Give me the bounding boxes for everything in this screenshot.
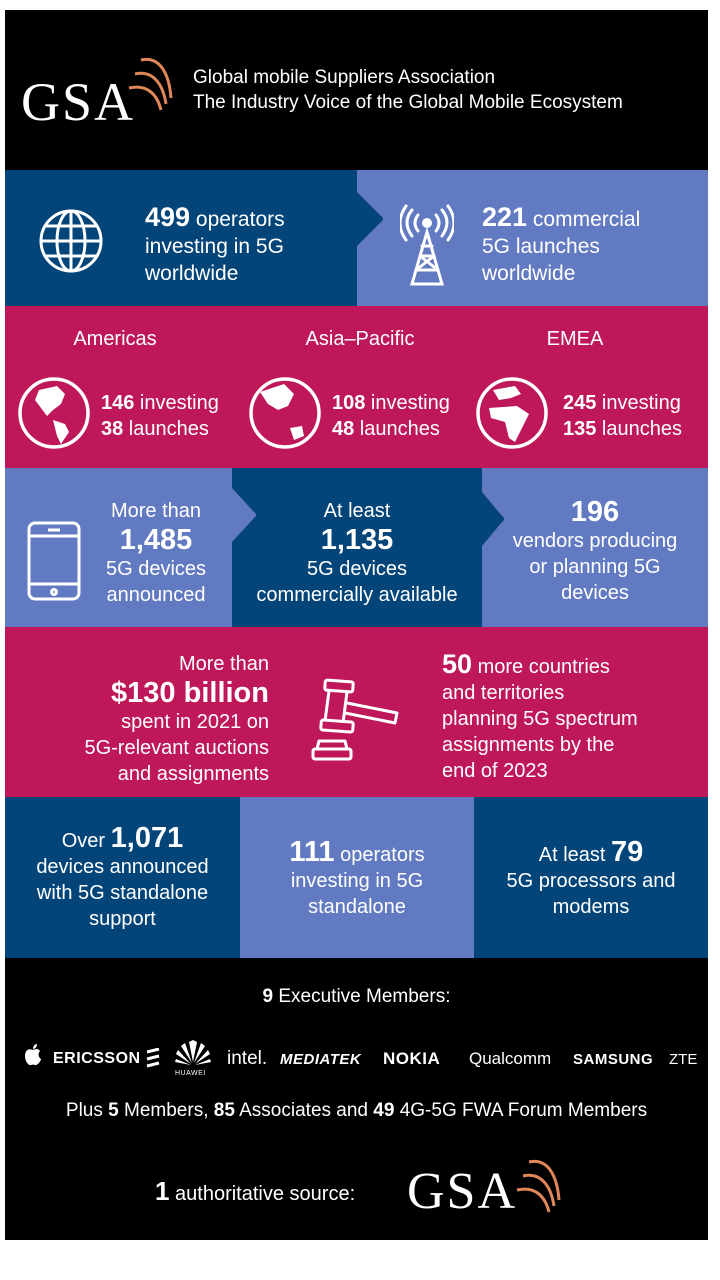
huawei-logo-icon [175, 1040, 211, 1065]
regions-section: Americas 146 investing 38 launches Asia–… [5, 306, 708, 468]
header: GSA Global mobile Suppliers Association … [5, 10, 708, 170]
globe-asia-pacific-icon [249, 377, 321, 449]
arrow-divider [357, 192, 383, 246]
globe-americas-icon [18, 377, 90, 449]
ericsson-mark-icon [146, 1048, 160, 1068]
signal-arcs-icon [516, 1159, 561, 1213]
gavel-icon [311, 678, 399, 761]
executive-members-heading: 9 Executive Members: [262, 986, 451, 1007]
authoritative-source: 1 authoritative source: [155, 1176, 356, 1206]
countries-stat: 50 more countries and territories planni… [442, 649, 638, 783]
standalone-section: Over 1,071 devices announced with 5G sta… [5, 797, 708, 958]
brand-zte: ZTE [669, 1051, 698, 1068]
brand-mediatek: MEDIATEK [280, 1051, 362, 1068]
launches-stat: 221 commercial 5G launches worldwide [482, 202, 641, 286]
devices-section: More than 1,485 5G devices announced At … [5, 468, 708, 627]
infographic: GSA Global mobile Suppliers Association … [5, 10, 708, 1240]
arrow-divider [232, 488, 256, 542]
globe-emea-icon [476, 377, 548, 449]
gsa-logo: GSA [19, 57, 173, 132]
globe-grid-icon [39, 209, 103, 273]
brand-huawei: HUAWEI [175, 1070, 206, 1077]
smartphone-icon [27, 521, 81, 601]
region-asia-pacific: Asia–Pacific 108 investing 48 launches [240, 306, 475, 468]
cell-tower-icon [400, 204, 454, 286]
sa-operators-stat: 111 operators investing in 5G standalone [289, 836, 425, 919]
members-section: 9 Executive Members: [5, 958, 708, 1240]
brand-intel: intel. [227, 1048, 268, 1069]
devices-available-stat: At least 1,135 5G devices commercially a… [256, 500, 458, 606]
signal-arcs-icon [128, 57, 173, 111]
operators-stat: 499 operators investing in 5G worldwide [145, 202, 285, 286]
gsa-footer-logo: GSA [407, 1150, 577, 1230]
arrow-divider [482, 492, 504, 546]
auctions-stat: More than $130 billion spent in 2021 on … [84, 653, 269, 785]
sa-devices-stat: Over 1,071 devices announced with 5G sta… [36, 822, 209, 931]
brand-nokia: NOKIA [383, 1049, 441, 1068]
region-americas: Americas 146 investing 38 launches [5, 306, 240, 468]
apple-logo-icon [25, 1044, 41, 1066]
worldwide-section: 499 operators investing in 5G worldwide … [5, 170, 708, 306]
brand-samsung: SAMSUNG [573, 1051, 654, 1068]
other-members-line: Plus 5 Members, 85 Associates and 49 4G-… [65, 1100, 648, 1121]
brand-qualcomm: Qualcomm [469, 1049, 552, 1068]
brand-ericsson: ERICSSON [53, 1050, 141, 1067]
chips-stat: At least 79 5G processors and modems [506, 836, 676, 919]
spectrum-section: More than $130 billion spent in 2021 on … [5, 627, 708, 797]
region-emea: EMEA 245 investing 135 launches [475, 306, 708, 468]
devices-announced-stat: More than 1,485 5G devices announced [105, 500, 207, 606]
vendors-stat: 196 vendors producing or planning 5G dev… [512, 496, 678, 604]
header-org-name: Global mobile Suppliers Association [193, 67, 496, 88]
header-tagline: The Industry Voice of the Global Mobile … [193, 92, 623, 113]
